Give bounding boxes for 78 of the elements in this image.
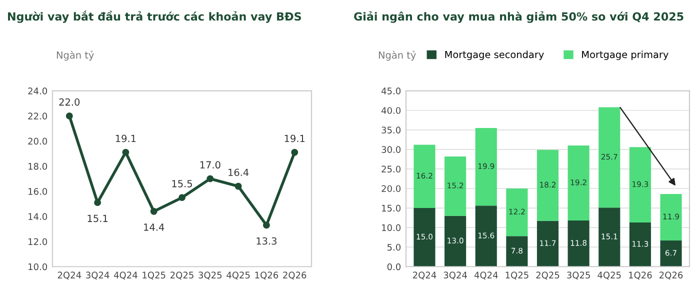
bar	[598, 107, 620, 208]
y-tick-label: 15.0	[382, 204, 401, 212]
x-tick-label: 4Q25	[598, 272, 621, 280]
bar	[444, 216, 466, 267]
point	[234, 182, 242, 190]
bar	[444, 156, 466, 216]
bar	[414, 208, 436, 267]
x-tick-label: 3Q24	[86, 272, 110, 280]
x-tick-label: 2Q26	[283, 272, 306, 280]
point	[262, 222, 270, 229]
x-tick-label: 1Q25	[142, 272, 166, 280]
x-tick-label: 1Q26	[629, 272, 652, 280]
point	[150, 208, 158, 215]
x-tick-label: 2Q25	[536, 272, 560, 280]
chart-title: Người vay bắt đầu trả trước các khoản vay BĐS	[8, 10, 302, 23]
bar	[536, 150, 559, 221]
x-tick-label: 2Q25	[170, 272, 194, 280]
y-tick-label: 30.0	[382, 146, 401, 153]
data-label: 17.0	[200, 161, 220, 169]
data-label: 19.1	[284, 134, 305, 142]
point	[291, 148, 298, 156]
x-tick-label: 3Q24	[444, 272, 467, 280]
x-tick-label: 3Q25	[567, 272, 590, 280]
data-label: 15.5	[172, 180, 192, 188]
bar	[598, 208, 620, 267]
legend-label: Mortgage primary	[582, 50, 668, 60]
bar	[568, 220, 590, 267]
y-axis-title: Ngàn tỷ	[56, 50, 94, 61]
y-tick-label: 35.0	[382, 126, 401, 134]
bar	[475, 128, 497, 206]
data-label: 22.0	[59, 98, 80, 106]
bar	[629, 147, 651, 222]
y-tick-label: 12.0	[28, 238, 48, 246]
y-tick-label: 24.0	[28, 88, 48, 94]
bar	[414, 144, 436, 208]
x-tick-label: 4Q24	[114, 272, 138, 280]
point	[66, 112, 73, 120]
bar	[660, 194, 682, 240]
bar	[506, 236, 528, 267]
chart-title: Giải ngân cho vay mua nhà giảm 50% so với Q4 2025	[354, 11, 684, 23]
x-tick-label: 3Q25	[198, 272, 222, 280]
y-tick-label: 0.0	[387, 263, 401, 270]
y-tick-label: 40.0	[381, 107, 401, 114]
y-tick-label: 45.0	[381, 88, 401, 94]
data-label: 14.4	[144, 224, 164, 231]
point	[122, 148, 130, 156]
bar	[568, 146, 590, 221]
bar	[536, 220, 559, 267]
y-tick-label: 10.0	[382, 224, 401, 232]
y-tick-label: 20.0	[28, 138, 48, 145]
bar	[629, 222, 651, 267]
data-label: 13.3	[256, 237, 276, 245]
x-tick-label: 2Q24	[58, 272, 82, 280]
bar	[475, 206, 497, 267]
y-tick-label: 22.0	[28, 112, 48, 120]
y-tick-label: 20.0	[382, 185, 401, 192]
x-tick-label: 1Q25	[506, 272, 528, 280]
point	[206, 175, 214, 182]
y-tick-label: 14.0	[28, 213, 48, 220]
data-label: 19.1	[116, 134, 136, 142]
data-label: 15.1	[88, 214, 108, 222]
y-tick-label: 16.0	[28, 188, 48, 195]
x-tick-label: 2Q24	[412, 272, 436, 280]
y-tick-label: 5.0	[387, 244, 401, 251]
x-tick-label: 2Q26	[660, 272, 683, 280]
x-tick-label: 4Q25	[226, 272, 250, 280]
y-tick-label: 25.0	[382, 166, 401, 173]
bar	[660, 240, 682, 267]
y-tick-label: 18.0	[28, 162, 48, 170]
legend-label: Mortgage secondary	[445, 50, 544, 60]
bar	[506, 188, 528, 236]
y-axis-title: Ngàn tỷ	[378, 50, 416, 61]
x-tick-label: 4Q24	[474, 272, 498, 280]
point	[94, 199, 102, 206]
x-tick-label: 1Q26	[255, 272, 278, 280]
point	[178, 194, 186, 202]
y-tick-label: 10.0	[28, 263, 48, 270]
data-label: 16.4	[228, 168, 249, 176]
